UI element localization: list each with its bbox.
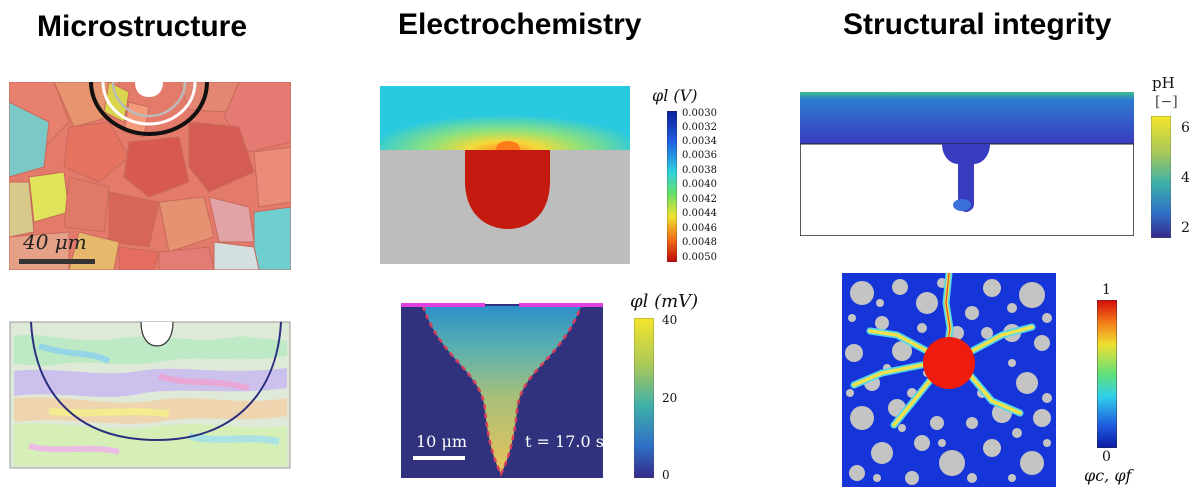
- potential-colorbar-image: [666, 110, 678, 263]
- potential-tick: 0.0044: [682, 208, 717, 219]
- scalebar-label: 40 μm: [23, 230, 87, 254]
- ebsd-map-image: [9, 316, 291, 470]
- ph-colorbar-tick: 4: [1181, 170, 1190, 186]
- pit-colorbar-tick: 40: [662, 313, 678, 327]
- phase-field-tick: 0: [1102, 449, 1111, 465]
- potential-tick: 0.0050: [682, 252, 717, 263]
- potential-tick: 0.0034: [682, 136, 717, 147]
- pit-colorbar-tick: 20: [662, 391, 678, 405]
- heading-microstructure: Microstructure: [37, 10, 248, 43]
- potential-tick: 0.0042: [682, 194, 717, 205]
- pit-scalebar-label: 10 μm: [416, 432, 468, 451]
- potential-colorbar: [666, 110, 678, 263]
- fracture-image: [842, 269, 1056, 487]
- grain-map-image: [9, 82, 291, 270]
- ph-colorbar: [1150, 115, 1172, 239]
- heading-structural-integrity: Structural integrity: [843, 8, 1112, 41]
- potential-tick: 0.0032: [682, 122, 717, 133]
- phase-field-colorbar: [1096, 299, 1118, 449]
- pit-potential-colorbar: [633, 317, 655, 479]
- potential-tick: 0.0038: [682, 165, 717, 176]
- fracture-panel: [842, 269, 1056, 487]
- pit-potential-colorbar-image: [633, 317, 655, 479]
- pit-time-label: t = 17.0 s: [525, 432, 604, 451]
- potential-tick: 0.0048: [682, 237, 717, 248]
- ph-field-panel: [799, 91, 1135, 237]
- ph-colorbar-tick: 2: [1181, 220, 1190, 236]
- phase-field-tick: 1: [1102, 282, 1111, 298]
- pit-potential-panel: 10 μm t = 17.0 s: [401, 300, 604, 478]
- potential-tick: 0.0030: [682, 108, 717, 119]
- ph-field-image: [799, 91, 1135, 237]
- ebsd-map-panel: [9, 316, 291, 470]
- pit-colorbar-tick: 0: [662, 468, 670, 482]
- potential-tick: 0.0036: [682, 150, 717, 161]
- potential-tick: 0.0046: [682, 223, 717, 234]
- ph-colorbar-image: [1150, 115, 1172, 239]
- grain-map-panel: 40 μm: [9, 82, 291, 270]
- heading-electrochemistry: Electrochemistry: [398, 8, 642, 41]
- potential-field-image: [380, 86, 630, 264]
- phase-field-colorbar-image: [1096, 299, 1118, 449]
- ph-colorbar-tick: 6: [1181, 120, 1190, 136]
- ph-colorbar-title: pH: [1152, 74, 1175, 92]
- phase-field-colorbar-label: φc, φf: [1084, 466, 1132, 485]
- ph-colorbar-unit: [−]: [1155, 94, 1178, 110]
- potential-colorbar-title: φl (V): [652, 86, 698, 105]
- potential-field-panel: [380, 86, 630, 264]
- pit-potential-image: [401, 303, 603, 478]
- potential-tick: 0.0040: [682, 179, 717, 190]
- pit-colorbar-title: φl (mV): [630, 291, 699, 312]
